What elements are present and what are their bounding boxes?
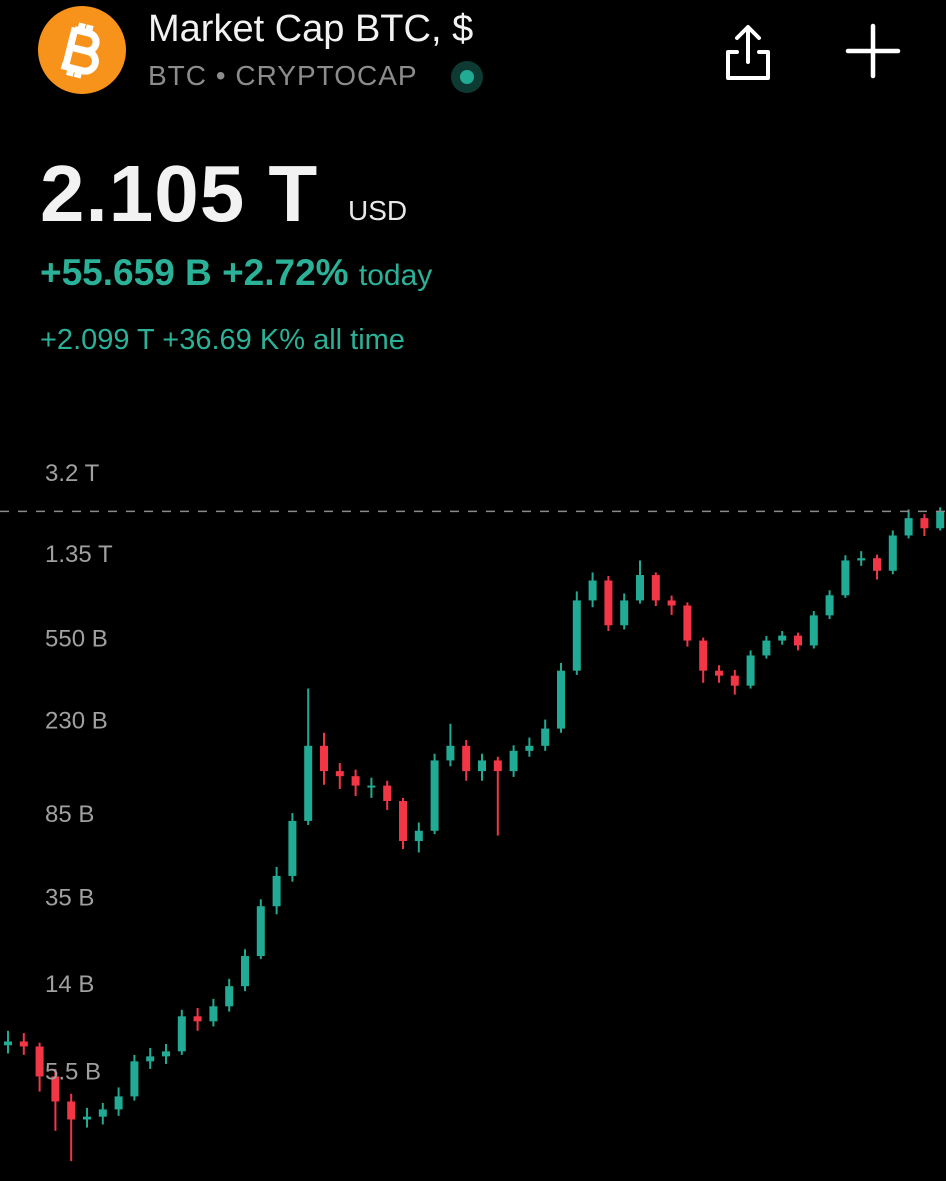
candle-body bbox=[304, 745, 313, 821]
share-button[interactable] bbox=[726, 25, 770, 80]
candle-body bbox=[557, 670, 565, 729]
candle-body bbox=[446, 745, 455, 761]
candle-body bbox=[904, 518, 913, 536]
candle-body bbox=[67, 1101, 76, 1120]
exchange: CRYPTOCAP bbox=[235, 60, 418, 91]
candle-body bbox=[920, 518, 929, 529]
price: 2.105 T bbox=[40, 149, 319, 238]
candle-body bbox=[35, 1046, 44, 1077]
candle-body bbox=[367, 785, 376, 788]
y-tick-label: 35 B bbox=[45, 885, 94, 912]
candle-body bbox=[462, 745, 471, 772]
candle-body bbox=[841, 560, 850, 596]
candle-body bbox=[588, 580, 597, 601]
candle-body bbox=[809, 615, 818, 646]
candle-body bbox=[225, 986, 234, 1007]
candle-body bbox=[478, 760, 486, 772]
candle-body bbox=[493, 760, 502, 772]
y-tick-label: 230 B bbox=[45, 708, 108, 735]
candle-body bbox=[256, 906, 265, 957]
candle-body bbox=[794, 635, 802, 646]
y-tick-label: 1.35 T bbox=[45, 541, 113, 568]
candle-body bbox=[541, 728, 550, 746]
candle-body bbox=[430, 760, 439, 831]
y-tick-label: 550 B bbox=[45, 626, 108, 653]
title: Market Cap BTC, $ bbox=[148, 8, 474, 50]
candle-body bbox=[509, 750, 518, 772]
status-dot bbox=[460, 70, 474, 84]
candle-body bbox=[162, 1051, 170, 1057]
daily-change: +55.659 B +2.72% today bbox=[40, 252, 432, 294]
candle-body bbox=[51, 1076, 60, 1102]
candle-body bbox=[746, 655, 755, 686]
candle-body bbox=[936, 511, 945, 529]
y-tick-label: 3.2 T bbox=[45, 460, 100, 487]
candle-body bbox=[778, 635, 787, 641]
candle-body bbox=[193, 1016, 202, 1022]
candle-body bbox=[683, 605, 692, 641]
y-tick-label: 14 B bbox=[45, 971, 94, 998]
candle-body bbox=[130, 1061, 139, 1097]
separator: • bbox=[207, 60, 236, 91]
candles bbox=[4, 507, 945, 1162]
period: today bbox=[358, 259, 433, 292]
subtitle: BTC • CRYPTOCAP bbox=[148, 60, 418, 92]
candle-body bbox=[399, 800, 407, 842]
change-percent: +2.72% bbox=[222, 252, 349, 293]
candle-body bbox=[667, 600, 676, 606]
candle-body bbox=[715, 670, 723, 676]
candle-body bbox=[288, 820, 297, 876]
candle-body bbox=[114, 1096, 123, 1110]
candle-body bbox=[857, 558, 866, 561]
candle-body bbox=[335, 771, 344, 777]
candle-body bbox=[699, 640, 708, 671]
period: all time bbox=[313, 324, 405, 356]
candle-body bbox=[83, 1116, 91, 1120]
candle-body bbox=[98, 1109, 107, 1117]
candle-body bbox=[19, 1041, 28, 1047]
candle-body bbox=[241, 956, 249, 987]
y-tick-label: 85 B bbox=[45, 801, 94, 828]
candle-body bbox=[730, 675, 739, 686]
bitcoin-icon bbox=[38, 6, 126, 94]
candle-body bbox=[351, 776, 360, 786]
candle-body bbox=[888, 535, 897, 571]
change: +2.099 T bbox=[40, 324, 155, 356]
candle-body bbox=[383, 785, 392, 801]
candle-body bbox=[4, 1041, 12, 1046]
all-time-change: +2.099 T +36.69 K% all time bbox=[40, 324, 405, 357]
change: +55.659 B bbox=[40, 252, 212, 293]
candle-body bbox=[604, 580, 613, 626]
candle-body bbox=[146, 1056, 155, 1062]
candle-body bbox=[620, 600, 629, 626]
change-percent: +36.69 K% bbox=[162, 324, 305, 356]
candle-body bbox=[825, 595, 834, 616]
candle-body bbox=[651, 575, 660, 601]
add-button[interactable] bbox=[845, 23, 901, 79]
symbol: BTC bbox=[148, 60, 207, 91]
candle-body bbox=[762, 640, 771, 656]
candle-body bbox=[873, 558, 881, 571]
candle-body bbox=[272, 875, 281, 907]
candle-body bbox=[636, 575, 644, 601]
currency: USD bbox=[348, 195, 408, 226]
candle-body bbox=[572, 600, 581, 671]
candle-body bbox=[320, 745, 328, 772]
candle-body bbox=[177, 1016, 186, 1052]
candle-body bbox=[525, 745, 534, 751]
candle-body bbox=[414, 830, 423, 842]
candle-body bbox=[209, 1006, 218, 1022]
y-tick-label: 5.5 B bbox=[45, 1059, 101, 1086]
